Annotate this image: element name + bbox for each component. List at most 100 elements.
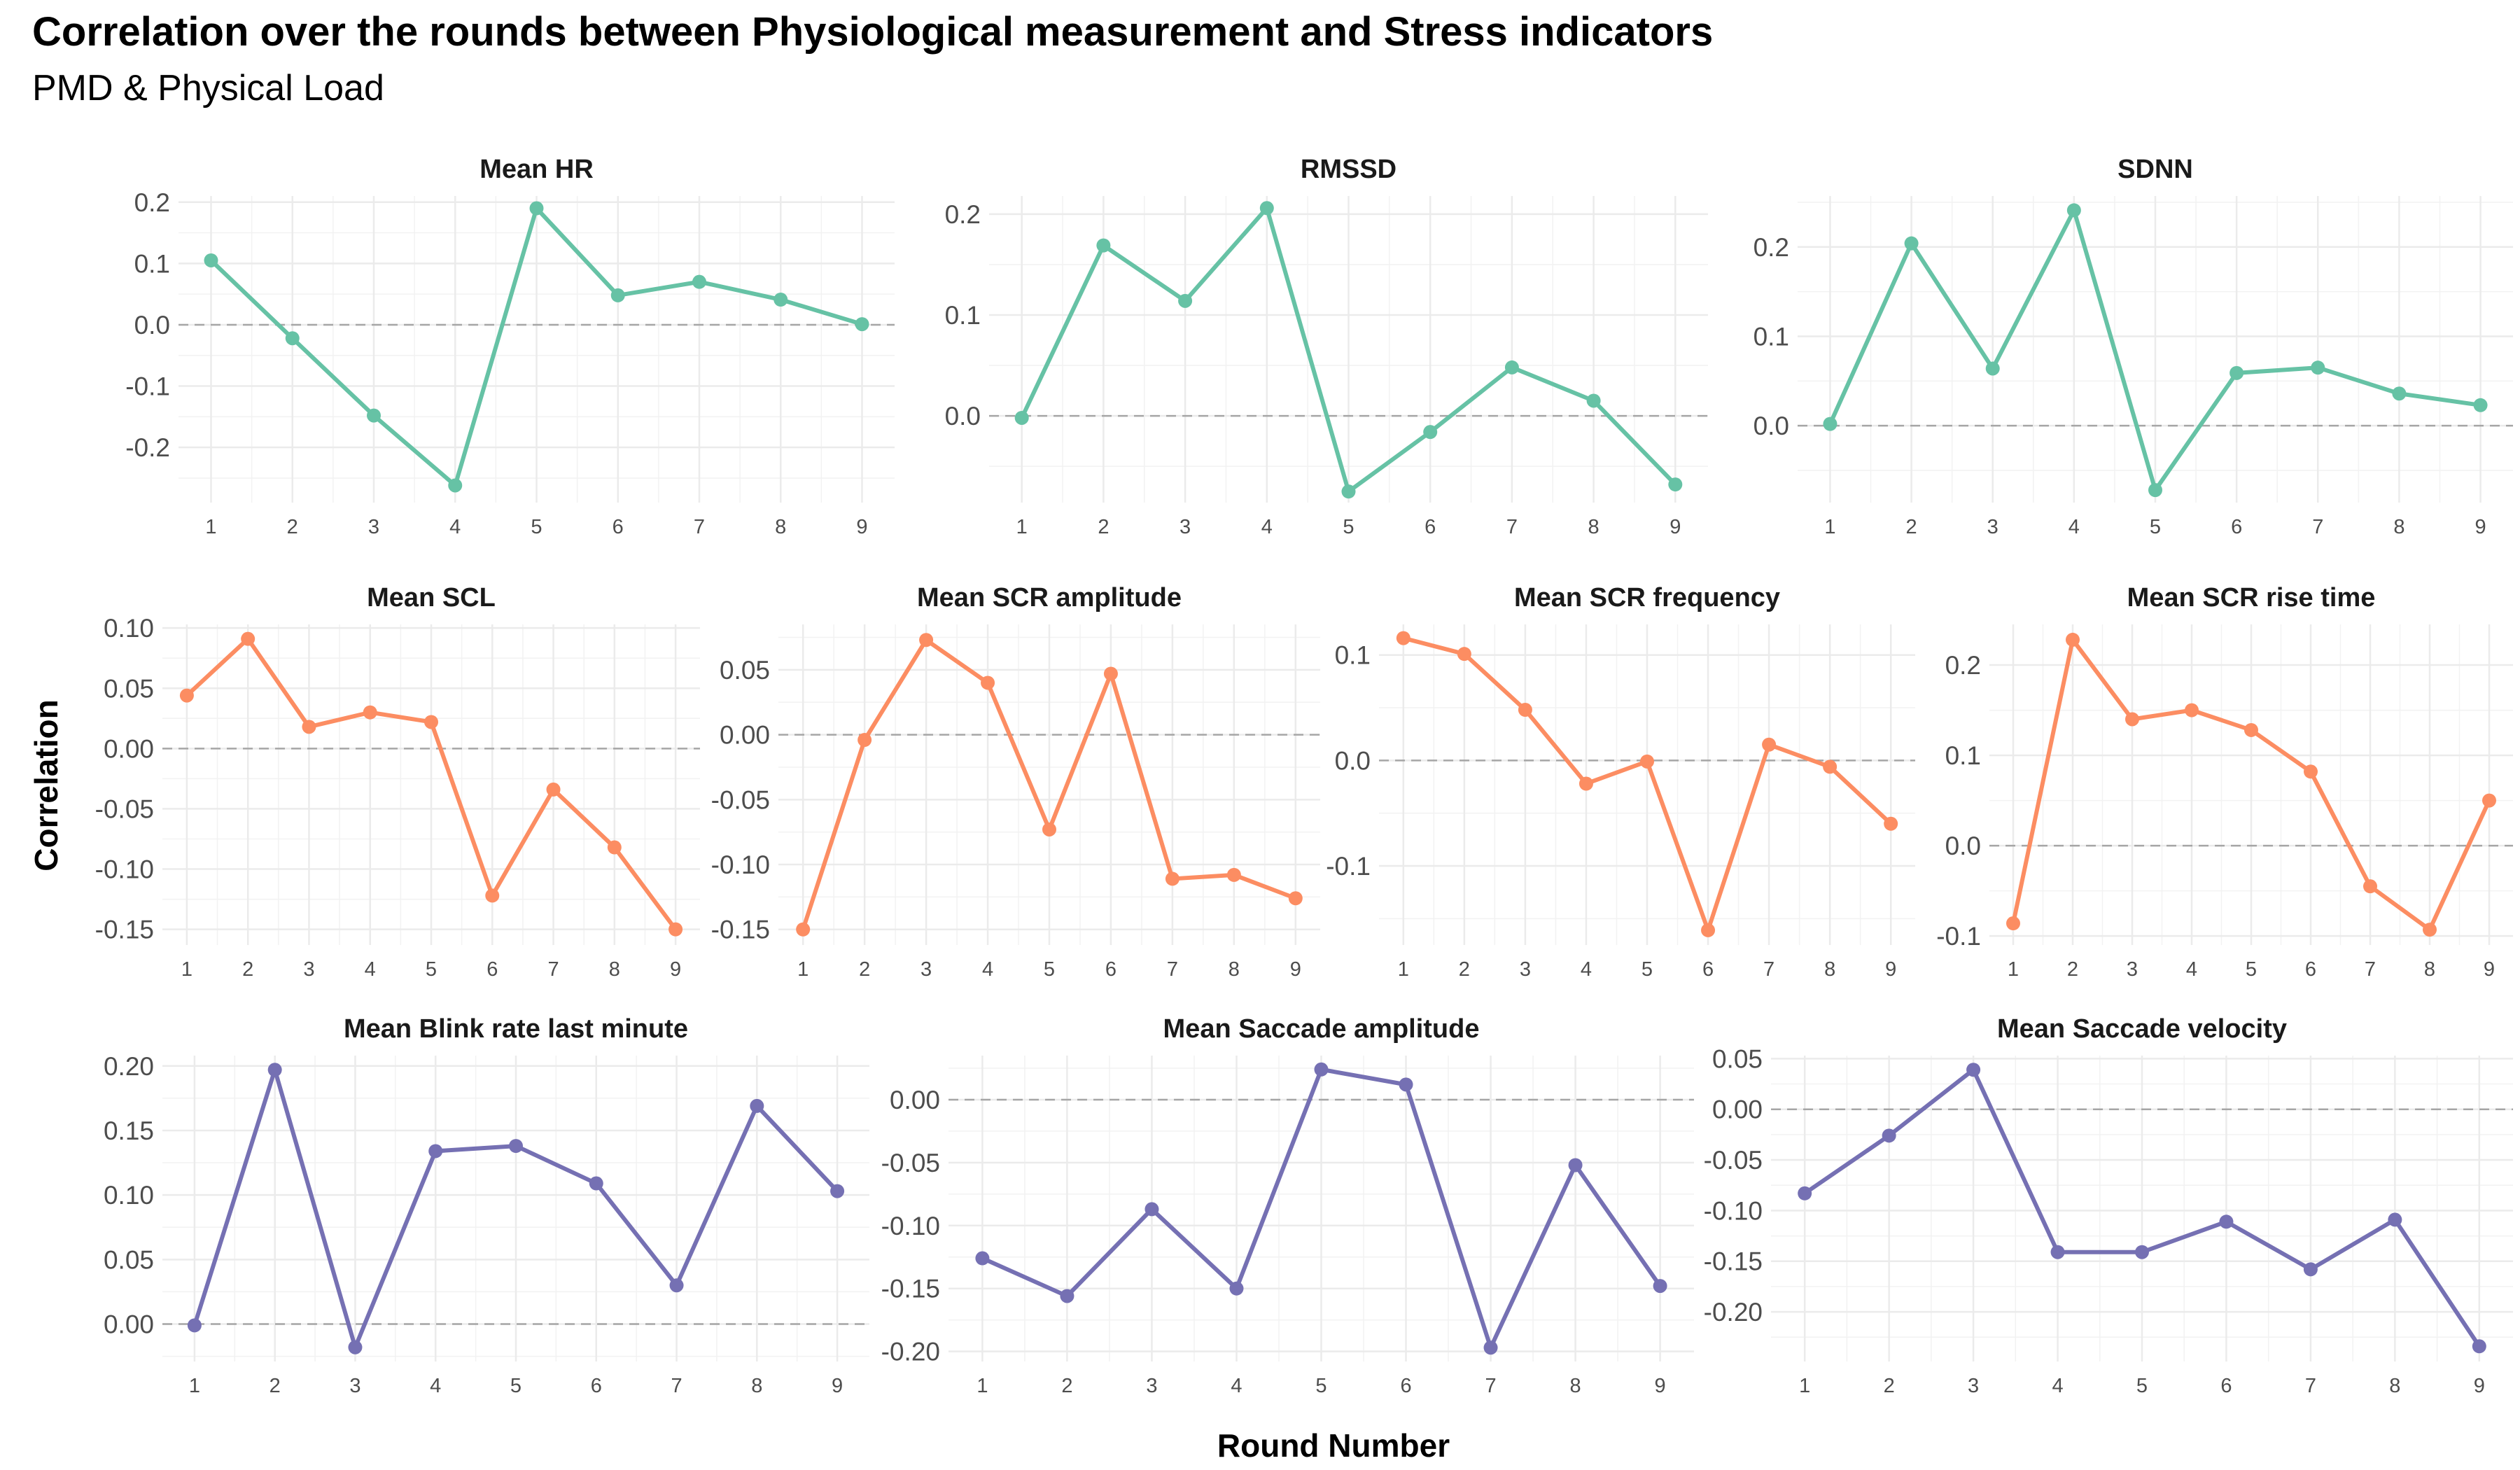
x-tick-label: 5: [2246, 958, 2257, 981]
chart-subtitle: PMD & Physical Load: [32, 68, 384, 108]
data-point: [2050, 1245, 2065, 1259]
data-point: [2304, 764, 2318, 779]
y-tick-label: -0.10: [881, 1212, 940, 1240]
y-tick-label: 0.2: [945, 200, 981, 229]
x-axis-title: Round Number: [1217, 1427, 1450, 1464]
x-tick-label: 7: [1763, 958, 1774, 981]
y-tick-label: 0.1: [134, 249, 170, 278]
x-tick-label: 1: [1824, 516, 1835, 538]
x-tick-label: 5: [1315, 1375, 1326, 1397]
data-point: [1823, 760, 1837, 774]
data-point: [774, 293, 788, 307]
data-point: [546, 782, 561, 797]
x-tick-label: 8: [1569, 1375, 1581, 1397]
data-point: [1518, 703, 1532, 718]
data-point: [2472, 1339, 2486, 1354]
y-tick-label: 0.10: [104, 614, 154, 643]
x-tick-label: 2: [1884, 1375, 1895, 1397]
y-tick-label: -0.15: [711, 916, 770, 944]
data-point: [2066, 203, 2081, 218]
data-point: [1762, 737, 1777, 752]
x-tick-label: 5: [1044, 958, 1055, 981]
y-tick-label: 0.0: [1754, 412, 1789, 440]
data-point: [668, 922, 683, 937]
y-tick-label: 0.00: [720, 721, 770, 750]
x-tick-label: 8: [609, 958, 620, 981]
y-tick-label: 0.1: [1754, 322, 1789, 351]
x-tick-label: 6: [1702, 958, 1714, 981]
y-tick-label: 0.10: [104, 1181, 154, 1210]
x-tick-label: 4: [365, 958, 376, 981]
x-tick-label: 3: [368, 516, 379, 538]
x-tick-label: 7: [1485, 1375, 1496, 1397]
panel-7: 1 2 3 4 5 6 7 8 9 -0.1 0.0 0.1 0.2 Mean SCR rise time: [1936, 583, 2513, 981]
data-point: [669, 1278, 684, 1293]
y-tick-label: 0.2: [1945, 651, 1981, 680]
panel-2: 1 2 3 4 5 6 7 8 9 0.0 0.1 0.2 RMSSD: [945, 155, 1708, 538]
data-point: [485, 888, 500, 903]
chart-title: Correlation over the rounds between Phys…: [32, 9, 1714, 55]
x-tick-label: 4: [982, 958, 993, 981]
data-point: [2185, 703, 2199, 718]
x-tick-label: 9: [832, 1375, 843, 1397]
y-tick-label: -0.20: [1704, 1298, 1763, 1326]
x-tick-label: 7: [1506, 516, 1518, 538]
x-tick-label: 2: [1061, 1375, 1072, 1397]
data-point: [428, 1144, 443, 1158]
x-tick-label: 6: [591, 1375, 602, 1397]
data-point: [1014, 410, 1029, 425]
y-tick-label: 0.1: [1945, 741, 1981, 770]
data-point: [830, 1184, 845, 1198]
x-tick-label: 3: [1146, 1375, 1157, 1397]
x-tick-label: 7: [2312, 516, 2323, 538]
y-tick-label: -0.15: [1704, 1247, 1763, 1276]
y-tick-label: 0.00: [890, 1086, 940, 1114]
y-tick-label: 0.0: [134, 311, 170, 340]
major-gridlines: [1989, 624, 2513, 945]
x-tick-label: 9: [856, 516, 867, 538]
panel-title: Mean SCR amplitude: [917, 583, 1182, 612]
y-tick-label: -0.05: [711, 785, 770, 814]
x-tick-label: 7: [671, 1375, 682, 1397]
panel-title: SDNN: [2118, 155, 2193, 184]
x-tick-label: 3: [920, 958, 932, 981]
y-tick-label: 0.20: [104, 1052, 154, 1081]
x-tick-label: 1: [1398, 958, 1409, 981]
data-point: [1586, 393, 1601, 408]
data-point: [2363, 879, 2377, 894]
x-tick-label: 8: [751, 1375, 762, 1397]
major-gridlines: [162, 624, 700, 945]
data-point: [975, 1251, 990, 1266]
x-tick-label: 7: [2365, 958, 2376, 981]
data-point: [1165, 872, 1180, 886]
data-point: [1042, 822, 1056, 836]
y-tick-label: 0.0: [1335, 746, 1371, 775]
data-point: [2244, 722, 2258, 737]
data-point: [1882, 1128, 1896, 1143]
panel-title: Mean SCR rise time: [2127, 583, 2376, 612]
data-point: [509, 1139, 523, 1154]
data-point: [267, 1063, 282, 1077]
data-point: [1823, 416, 1837, 431]
x-tick-label: 9: [2474, 516, 2486, 538]
y-tick-label: 0.00: [1712, 1096, 1763, 1124]
data-point: [2219, 1214, 2234, 1229]
major-gridlines: [948, 1056, 1694, 1362]
x-tick-label: 6: [1105, 958, 1116, 981]
major-gridlines: [989, 196, 1708, 503]
y-tick-label: -0.1: [1326, 852, 1371, 881]
x-tick-label: 7: [1167, 958, 1178, 981]
x-tick-label: 6: [2231, 516, 2242, 538]
data-point: [1399, 1077, 1413, 1092]
x-tick-label: 1: [181, 958, 192, 981]
data-point: [448, 478, 463, 493]
y-tick-label: 0.05: [720, 656, 770, 685]
data-point: [179, 688, 194, 703]
data-point: [855, 317, 869, 332]
x-tick-label: 8: [2424, 958, 2435, 981]
data-point: [2135, 1245, 2149, 1259]
y-tick-label: 0.05: [1712, 1044, 1763, 1073]
x-tick-label: 5: [426, 958, 437, 981]
x-tick-label: 8: [2389, 1375, 2400, 1397]
